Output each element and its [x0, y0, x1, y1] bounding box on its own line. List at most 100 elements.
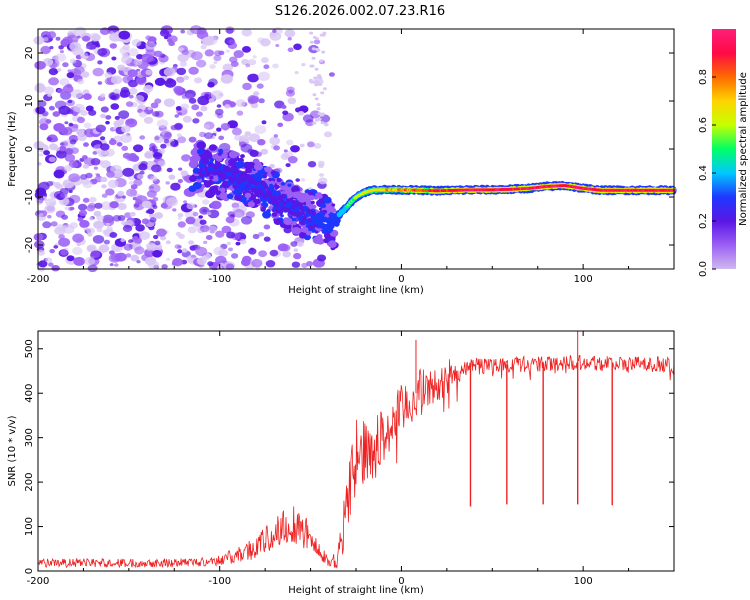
- spectrogram-noise-blob: [69, 58, 77, 64]
- spectrogram-noise-blob: [236, 110, 244, 116]
- spectrogram-noise-blob: [134, 246, 145, 255]
- spectrogram-noise-blob: [318, 177, 328, 185]
- spectrogram-noise-blob: [121, 195, 126, 199]
- spectrogram-noise-blob: [307, 161, 317, 168]
- spectrogram-noise-blob: [175, 231, 182, 237]
- colorbar-tick-label: 0.0: [698, 261, 709, 277]
- spectrogram-noise-blob: [248, 133, 260, 143]
- spectrogram-noise-blob: [59, 78, 70, 86]
- spectrogram-noise-blob: [178, 167, 183, 171]
- spectrogram-noise-blob: [218, 50, 225, 56]
- carrier-track-mid: [222, 174, 227, 179]
- spectrogram-band-blob: [205, 181, 211, 186]
- spectrogram-noise-blob: [33, 36, 45, 45]
- spectrogram-noise-blob: [74, 66, 85, 75]
- spectrogram-noise-blob: [113, 170, 123, 178]
- spectrogram-noise-blob: [60, 192, 68, 199]
- snr-y-label: SNR (10 * v/v): [7, 415, 18, 486]
- spectrogram-noise-blob: [79, 209, 87, 217]
- carrier-track-mid: [209, 175, 214, 180]
- spectrogram-noise-blob: [192, 244, 198, 249]
- spectrogram-noise-blob: [191, 51, 203, 61]
- snr-series-line: [37, 354, 675, 569]
- spectrogram-noise-blob: [53, 181, 61, 188]
- spectrogram-noise-blob: [48, 105, 55, 111]
- spectrogram-noise-blob: [176, 67, 187, 76]
- spectrogram-noise-blob: [245, 63, 251, 68]
- spectrogram-noise-blob: [42, 221, 52, 229]
- carrier-track-mid: [226, 167, 231, 173]
- spectrogram-band-blob: [323, 238, 330, 244]
- spectrogram-noise-blob: [180, 103, 189, 110]
- carrier-track-mid: [215, 164, 221, 169]
- spectrogram-noise-blob: [220, 123, 231, 131]
- spectrogram-band-blob: [271, 212, 278, 217]
- spectrogram-noise-blob: [106, 226, 113, 231]
- spectrogram-noise-blob: [38, 199, 44, 204]
- spectrogram-noise-blob: [187, 226, 197, 234]
- spectrogram-noise-blob: [144, 150, 155, 159]
- spectrogram-noise-blob: [145, 256, 157, 266]
- spectrogram-noise-blob: [136, 260, 141, 264]
- spectrogram-noise-blob: [229, 56, 238, 63]
- spectrogram-band-blob: [202, 151, 213, 160]
- spectrogram-noise-blob: [319, 59, 324, 63]
- spectrogram-noise-blob: [208, 98, 215, 103]
- spectrogram-noise-blob: [261, 120, 267, 125]
- spectrogram-noise-blob: [313, 39, 321, 45]
- spectrogram-noise-blob: [215, 230, 225, 238]
- spectrogram-noise-blob: [45, 257, 53, 263]
- spectrogram-noise-blob: [207, 225, 218, 234]
- spectrogram-noise-blob: [183, 75, 190, 80]
- spectrogram-noise-blob: [133, 235, 139, 241]
- spectrogram-noise-blob: [241, 216, 253, 225]
- spectrogram-noise-blob: [59, 50, 64, 54]
- spectrogram-noise-blob: [148, 213, 155, 218]
- spectrogram-noise-blob: [257, 139, 266, 146]
- spectrogram-band-blob: [240, 154, 245, 159]
- spectrogram-noise-blob: [183, 200, 188, 204]
- spectrogram-noise-blob: [205, 235, 213, 240]
- spectrogram-noise-blob: [152, 111, 160, 117]
- spectrogram-noise-blob: [219, 262, 225, 267]
- spectrogram-noise-blob: [191, 104, 200, 111]
- spectrogram-noise-blob: [314, 37, 319, 41]
- spectrogram-noise-blob: [37, 100, 47, 107]
- spectrogram-noise-blob: [88, 109, 97, 116]
- spectrogram-noise-blob: [316, 107, 321, 111]
- spectrogram-noise-blob: [133, 144, 144, 153]
- spectrogram-noise-blob: [188, 136, 197, 143]
- spectrogram-noise-blob: [179, 61, 187, 67]
- spectrogram-noise-blob: [100, 136, 106, 141]
- spectrogram-noise-blob: [299, 143, 305, 148]
- spectrogram-band-blob: [252, 158, 260, 165]
- spectrogram-noise-blob: [309, 40, 314, 44]
- spectrogram-noise-blob: [49, 249, 55, 254]
- spectrogram-noise-blob: [82, 35, 91, 42]
- spectrogram-noise-blob: [228, 247, 233, 252]
- spectrogram-band-blob: [253, 163, 263, 171]
- spectrogram-noise-blob: [186, 202, 195, 210]
- snr-y-tick-label: 500: [24, 339, 35, 358]
- spectrogram-band-blob: [221, 153, 228, 159]
- spectrogram-noise-blob: [323, 122, 329, 127]
- spectrogram-x-tick-label: 100: [574, 274, 593, 285]
- spectrogram-noise-blob: [143, 84, 154, 93]
- spectrogram-noise-blob: [188, 240, 195, 245]
- spectrogram-noise-blob: [86, 227, 96, 235]
- spectrogram-noise-blob: [163, 67, 176, 77]
- spectrogram-noise-blob: [95, 124, 107, 133]
- spectrogram-noise-blob: [174, 122, 184, 130]
- spectrogram-noise-blob: [55, 36, 61, 41]
- spectrogram-noise-blob: [62, 84, 74, 94]
- spectrogram-noise-blob: [261, 57, 269, 64]
- spectrogram-noise-blob: [149, 217, 157, 223]
- spectrogram-noise-blob: [300, 178, 306, 182]
- spectrogram-noise-blob: [195, 111, 203, 117]
- spectrogram-noise-blob: [70, 147, 79, 155]
- spectrogram-noise-blob: [163, 139, 170, 144]
- carrier-track-mid: [237, 177, 242, 183]
- carrier-track-mid: [232, 172, 237, 177]
- spectrogram-noise-blob: [241, 28, 252, 37]
